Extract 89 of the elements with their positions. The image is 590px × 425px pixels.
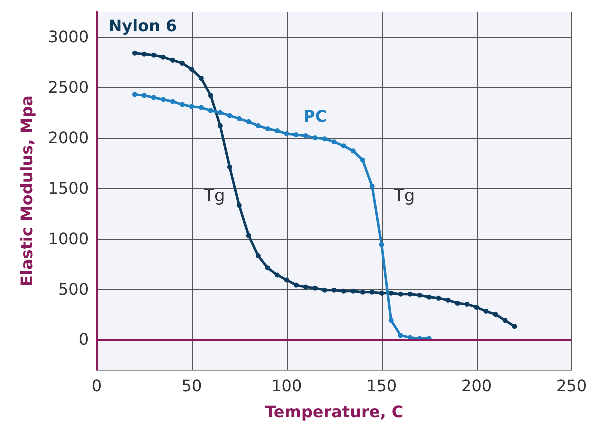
point (170, 99, 176, 104)
point (398, 333, 404, 338)
point (350, 148, 356, 154)
x-axis-title: Temperature, C (265, 402, 404, 422)
point (294, 282, 299, 288)
point (160, 54, 166, 60)
point (379, 242, 384, 248)
point (408, 292, 413, 297)
point (160, 97, 166, 102)
point (512, 324, 518, 330)
point (332, 288, 337, 293)
point (189, 104, 194, 110)
point (388, 318, 394, 324)
point (341, 144, 346, 149)
point (151, 52, 156, 58)
point (142, 52, 147, 57)
series-label: PC (304, 107, 328, 126)
x-tick-label: 100 (272, 376, 302, 396)
point (236, 203, 242, 208)
point (218, 123, 223, 128)
x-tick-label: 200 (462, 376, 492, 396)
y-tick-label: 2000 (48, 128, 89, 148)
x-tick-label: 150 (366, 376, 398, 396)
point (294, 132, 299, 138)
point (132, 50, 138, 56)
point (170, 58, 176, 63)
point (446, 298, 451, 303)
x-tick-label: 0 (92, 376, 102, 396)
point (265, 266, 270, 271)
x-tick-label: 50 (182, 376, 202, 396)
point (256, 123, 261, 128)
point (455, 300, 460, 306)
point (246, 233, 252, 238)
point (218, 110, 223, 116)
point (312, 286, 318, 291)
point (284, 132, 290, 137)
point (350, 288, 356, 294)
point (208, 93, 214, 98)
point (493, 312, 498, 318)
y-tick-label: 2500 (48, 78, 89, 98)
y-tick-label: 0 (78, 330, 89, 350)
point (132, 92, 138, 98)
point (189, 66, 194, 72)
y-axis-title: Elastic Modulus, Mpa (18, 96, 36, 286)
point (322, 288, 328, 293)
point (227, 164, 232, 170)
point (312, 136, 318, 141)
y-tick-label: 1500 (48, 178, 89, 198)
point (246, 119, 252, 124)
point (236, 116, 242, 122)
point (274, 128, 280, 134)
point (426, 294, 432, 300)
point (484, 309, 489, 314)
point (341, 288, 346, 294)
annotation: Tg (203, 186, 226, 207)
point (464, 302, 470, 307)
point (256, 254, 261, 259)
point (436, 296, 442, 301)
point (370, 184, 375, 189)
point (332, 140, 337, 145)
point (180, 102, 185, 108)
point (379, 290, 384, 296)
x-tick-label: 250 (556, 376, 588, 396)
point (388, 290, 394, 296)
point (198, 76, 204, 82)
point (142, 93, 147, 98)
point (398, 292, 404, 297)
point (303, 284, 308, 290)
point (474, 304, 480, 310)
point (284, 278, 290, 283)
point (322, 136, 328, 142)
point (370, 290, 375, 295)
y-tick-label: 1000 (48, 229, 89, 248)
point (208, 108, 214, 114)
point (151, 95, 156, 100)
point (265, 126, 270, 132)
point (303, 134, 308, 139)
point (180, 60, 185, 66)
point (502, 318, 508, 324)
point (227, 113, 232, 118)
annotation: Tg (393, 186, 416, 207)
y-tick-label: 3000 (48, 28, 89, 47)
point (274, 272, 280, 278)
y-tick-label: 500 (58, 280, 89, 299)
point (417, 292, 422, 298)
point (360, 158, 366, 163)
series-label: Nylon 6 (108, 16, 178, 36)
point (198, 105, 204, 110)
point (360, 290, 366, 295)
